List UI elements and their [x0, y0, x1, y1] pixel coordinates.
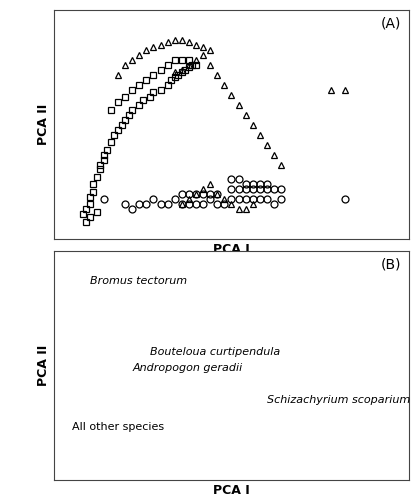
Y-axis label: PCA II: PCA II [37, 104, 50, 146]
Text: (A): (A) [381, 17, 402, 31]
X-axis label: PCA I: PCA I [213, 484, 250, 497]
Text: Bromus tectorum: Bromus tectorum [90, 276, 187, 285]
Y-axis label: PCA II: PCA II [37, 344, 50, 386]
Text: Bouteloua curtipendula: Bouteloua curtipendula [150, 346, 280, 356]
Text: Andropogon geradii: Andropogon geradii [132, 362, 242, 372]
X-axis label: PCA I: PCA I [213, 244, 250, 256]
Text: All other species: All other species [72, 422, 164, 432]
Text: Schizachyrium scoparium: Schizachyrium scoparium [267, 395, 410, 405]
Text: (B): (B) [381, 258, 402, 272]
